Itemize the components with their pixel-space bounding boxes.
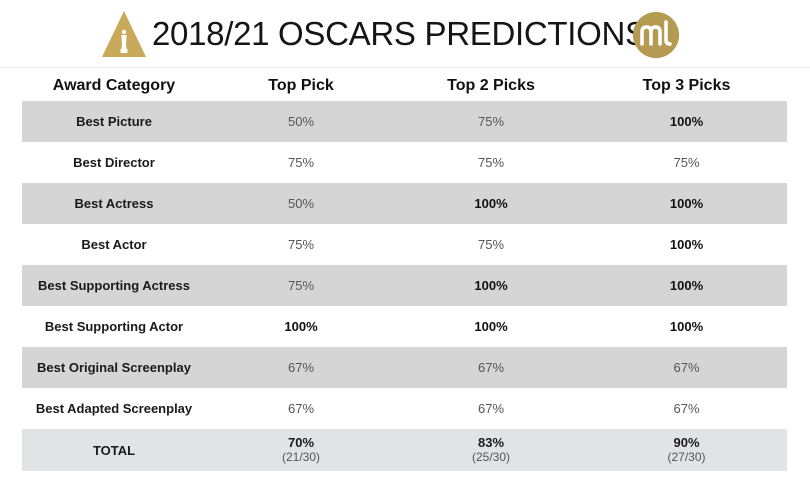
category-cell: Best Actress — [22, 183, 206, 224]
header-divider — [0, 67, 810, 68]
column-header-top-2-picks: Top 2 Picks — [447, 76, 535, 94]
total-top-pick-fraction: (21/30) — [281, 450, 321, 464]
top-2-picks-cell: 100% — [474, 319, 508, 334]
total-top-3-picks-cell: 90% (27/30) — [586, 429, 787, 471]
top-pick-cell: 67% — [206, 347, 396, 388]
top-3-picks-cell: 67% — [673, 401, 700, 416]
category-cell: Best Picture — [22, 101, 206, 142]
ml-brand-logo-icon — [633, 12, 679, 58]
total-top-pick-cell: 70% (21/30) — [206, 429, 396, 471]
category-cell: Best Supporting Actor — [44, 319, 184, 334]
top-2-picks-cell: 75% — [477, 155, 505, 170]
top-3-picks-cell: 100% — [586, 183, 787, 224]
category-cell: Best Director — [73, 155, 155, 170]
top-2-picks-cell: 75% — [396, 101, 586, 142]
category-cell: Best Actor — [81, 237, 147, 252]
top-2-picks-cell: 100% — [396, 183, 586, 224]
table-row: Best Actor 75% 75% 100% — [22, 224, 787, 265]
top-pick-cell: 67% — [287, 401, 315, 416]
table-row: Best Supporting Actor 100% 100% 100% — [22, 306, 787, 347]
total-top-3-picks-percent: 90% — [673, 435, 700, 450]
column-header-top-pick: Top Pick — [268, 76, 334, 94]
table-row: Best Supporting Actress 75% 100% 100% — [22, 265, 787, 306]
top-pick-cell: 75% — [287, 155, 315, 170]
total-top-2-picks-fraction: (25/30) — [471, 450, 511, 464]
table-row: Best Director 75% 75% 75% — [22, 142, 787, 183]
total-top-3-picks-fraction: (27/30) — [667, 450, 706, 464]
top-3-picks-cell: 100% — [586, 101, 787, 142]
total-label: TOTAL — [22, 429, 206, 471]
top-3-picks-cell: 67% — [586, 347, 787, 388]
category-cell: Best Original Screenplay — [22, 347, 206, 388]
top-pick-cell: 75% — [287, 237, 315, 252]
top-pick-cell: 50% — [206, 101, 396, 142]
total-top-pick-percent: 70% — [287, 435, 315, 450]
top-pick-cell: 100% — [284, 319, 318, 334]
table-row: Best Adapted Screenplay 67% 67% 67% — [22, 388, 787, 429]
table-row: Best Actress 50% 100% 100% — [22, 183, 787, 224]
top-3-picks-cell: 75% — [673, 155, 700, 170]
top-pick-cell: 75% — [206, 265, 396, 306]
header: 2018/21 OSCARS PREDICTIONS — [0, 0, 810, 68]
page-title: 2018/21 OSCARS PREDICTIONS — [152, 15, 647, 52]
category-cell: Best Adapted Screenplay — [35, 401, 193, 416]
total-top-2-picks-percent: 83% — [477, 435, 505, 450]
top-2-picks-cell: 75% — [477, 237, 505, 252]
category-cell: Best Supporting Actress — [22, 265, 206, 306]
top-2-picks-cell: 100% — [396, 265, 586, 306]
oscar-statuette-logo-icon — [102, 11, 146, 57]
predictions-table: Award Category Top Pick Top 2 Picks Top … — [22, 70, 787, 471]
table-row: Best Picture 50% 75% 100% — [22, 101, 787, 142]
column-header-top-3-picks: Top 3 Picks — [642, 76, 731, 94]
top-pick-cell: 50% — [206, 183, 396, 224]
top-2-picks-cell: 67% — [477, 401, 505, 416]
total-top-2-picks-cell: 83% (25/30) — [396, 429, 586, 471]
table-row: Best Original Screenplay 67% 67% 67% — [22, 347, 787, 388]
top-3-picks-cell: 100% — [586, 265, 787, 306]
table-header-row: Award Category Top Pick Top 2 Picks Top … — [22, 70, 787, 101]
total-row: TOTAL 70% (21/30) 83% (25/30) 90% (27/30… — [22, 429, 787, 471]
top-3-picks-cell: 100% — [669, 319, 704, 334]
top-3-picks-cell: 100% — [669, 237, 704, 252]
top-2-picks-cell: 67% — [396, 347, 586, 388]
column-header-category: Award Category — [52, 76, 176, 94]
